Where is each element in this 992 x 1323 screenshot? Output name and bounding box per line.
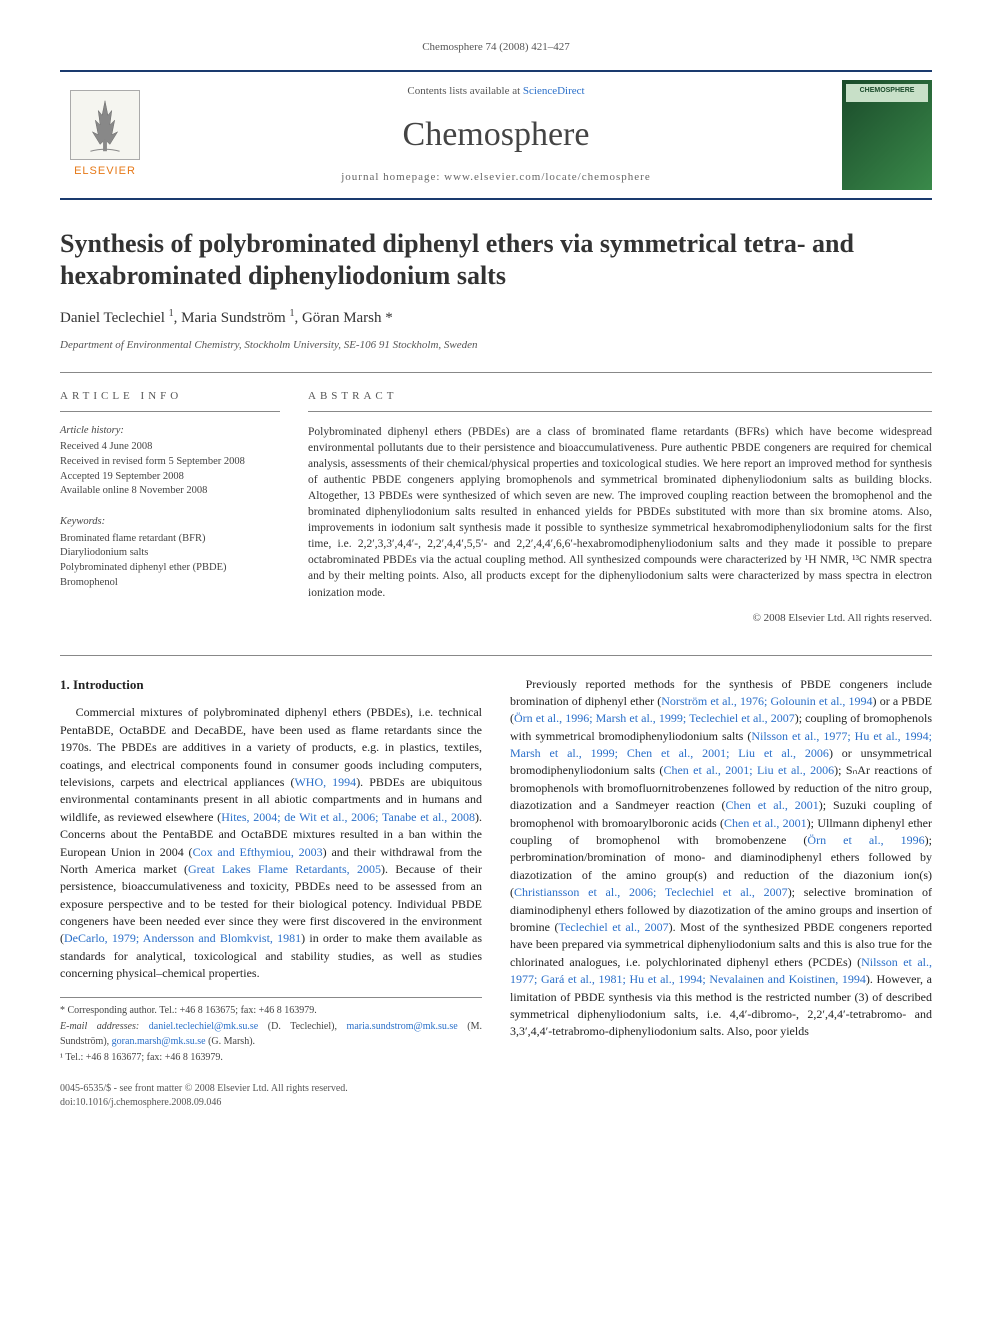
abstract-text: Polybrominated diphenyl ethers (PBDEs) a… xyxy=(308,424,932,601)
email-link[interactable]: goran.marsh@mk.su.se xyxy=(112,1036,206,1047)
cover-label: CHEMOSPHERE xyxy=(842,86,932,96)
article-history: Article history: Received 4 June 2008 Re… xyxy=(60,424,280,499)
history-item: Received 4 June 2008 xyxy=(60,440,280,455)
citation-link[interactable]: Great Lakes Flame Retardants, 2005 xyxy=(188,862,381,876)
info-abstract-row: ARTICLE INFO Article history: Received 4… xyxy=(60,372,932,627)
contents-prefix: Contents lists available at xyxy=(407,85,522,97)
history-label: Article history: xyxy=(60,424,280,439)
citation-link[interactable]: Hites, 2004; de Wit et al., 2006; Tanabe… xyxy=(221,810,475,824)
publisher-block: ELSEVIER xyxy=(60,90,150,180)
history-item: Available online 8 November 2008 xyxy=(60,484,280,499)
homepage-prefix: journal homepage: xyxy=(341,171,444,183)
citation-link[interactable]: WHO, 1994 xyxy=(294,775,356,789)
citation-link[interactable]: Norström et al., 1976; Golounin et al., … xyxy=(661,694,872,708)
corresponding-author-note: * Corresponding author. Tel.: +46 8 1636… xyxy=(60,1004,482,1019)
citation-link[interactable]: Örn et al., 1996 xyxy=(807,833,924,847)
body-columns: 1. Introduction Commercial mixtures of p… xyxy=(60,655,932,1111)
contents-line: Contents lists available at ScienceDirec… xyxy=(162,84,830,100)
keyword-item: Brominated flame retardant (BFR) xyxy=(60,532,280,547)
citation-link[interactable]: Chen et al., 2001 xyxy=(724,816,807,830)
email-link[interactable]: maria.sundstrom@mk.su.se xyxy=(347,1021,458,1032)
journal-cover-thumb: CHEMOSPHERE xyxy=(842,80,932,190)
masthead-center: Contents lists available at ScienceDirec… xyxy=(162,84,830,185)
keywords-block: Keywords: Brominated flame retardant (BF… xyxy=(60,515,280,590)
citation-link[interactable]: Christiansson et al., 2006; Teclechiel e… xyxy=(514,885,788,899)
keyword-item: Polybrominated diphenyl ether (PBDE) xyxy=(60,561,280,576)
email-link[interactable]: daniel.teclechiel@mk.su.se xyxy=(149,1021,258,1032)
doi-line: doi:10.1016/j.chemosphere.2008.09.046 xyxy=(60,1096,482,1111)
footer-block: 0045-6535/$ - see front matter © 2008 El… xyxy=(60,1082,482,1111)
running-citation: Chemosphere 74 (2008) 421–427 xyxy=(60,40,932,56)
history-item: Received in revised form 5 September 200… xyxy=(60,455,280,470)
email-line: E-mail addresses: daniel.teclechiel@mk.s… xyxy=(60,1020,482,1049)
sciencedirect-link[interactable]: ScienceDirect xyxy=(523,85,585,97)
citation-link[interactable]: Cox and Efthymiou, 2003 xyxy=(193,845,323,859)
body-paragraph: Previously reported methods for the synt… xyxy=(510,676,932,1041)
article-info-column: ARTICLE INFO Article history: Received 4… xyxy=(60,389,280,627)
citation-link[interactable]: Teclechiel et al., 2007 xyxy=(559,920,669,934)
publisher-tree-icon xyxy=(70,90,140,160)
page: Chemosphere 74 (2008) 421–427 ELSEVIER C… xyxy=(0,0,992,1141)
publisher-name: ELSEVIER xyxy=(74,164,136,180)
masthead: ELSEVIER Contents lists available at Sci… xyxy=(60,70,932,200)
body-paragraph: Commercial mixtures of polybrominated di… xyxy=(60,704,482,982)
keyword-item: Bromophenol xyxy=(60,576,280,591)
abstract-column: ABSTRACT Polybrominated diphenyl ethers … xyxy=(308,389,932,627)
body-column-left: 1. Introduction Commercial mixtures of p… xyxy=(60,676,482,1111)
citation-link[interactable]: Örn et al., 1996; Marsh et al., 1999; Te… xyxy=(514,711,795,725)
abstract-copyright: © 2008 Elsevier Ltd. All rights reserved… xyxy=(308,611,932,627)
front-matter-line: 0045-6535/$ - see front matter © 2008 El… xyxy=(60,1082,482,1097)
intro-heading: 1. Introduction xyxy=(60,676,482,695)
abstract-label: ABSTRACT xyxy=(308,389,932,412)
email-label: E-mail addresses: xyxy=(60,1021,149,1032)
article-title: Synthesis of polybrominated diphenyl eth… xyxy=(60,228,932,293)
footnote-tel: ¹ Tel.: +46 8 163677; fax: +46 8 163979. xyxy=(60,1051,482,1066)
citation-link[interactable]: DeCarlo, 1979; Andersson and Blomkvist, … xyxy=(64,931,301,945)
journal-name: Chemosphere xyxy=(162,110,830,159)
body-column-right: Previously reported methods for the synt… xyxy=(510,676,932,1111)
affiliation: Department of Environmental Chemistry, S… xyxy=(60,338,932,354)
citation-link[interactable]: Chen et al., 2001 xyxy=(726,798,819,812)
history-item: Accepted 19 September 2008 xyxy=(60,470,280,485)
citation-link[interactable]: Chen et al., 2001; Liu et al., 2006 xyxy=(663,763,834,777)
article-info-label: ARTICLE INFO xyxy=(60,389,280,412)
homepage-url: www.elsevier.com/locate/chemosphere xyxy=(444,171,651,183)
authors: Daniel Teclechiel 1, Maria Sundström 1, … xyxy=(60,307,932,330)
footnotes: * Corresponding author. Tel.: +46 8 1636… xyxy=(60,997,482,1066)
keywords-label: Keywords: xyxy=(60,515,280,530)
homepage-line: journal homepage: www.elsevier.com/locat… xyxy=(162,170,830,186)
keyword-item: Diaryliodonium salts xyxy=(60,546,280,561)
